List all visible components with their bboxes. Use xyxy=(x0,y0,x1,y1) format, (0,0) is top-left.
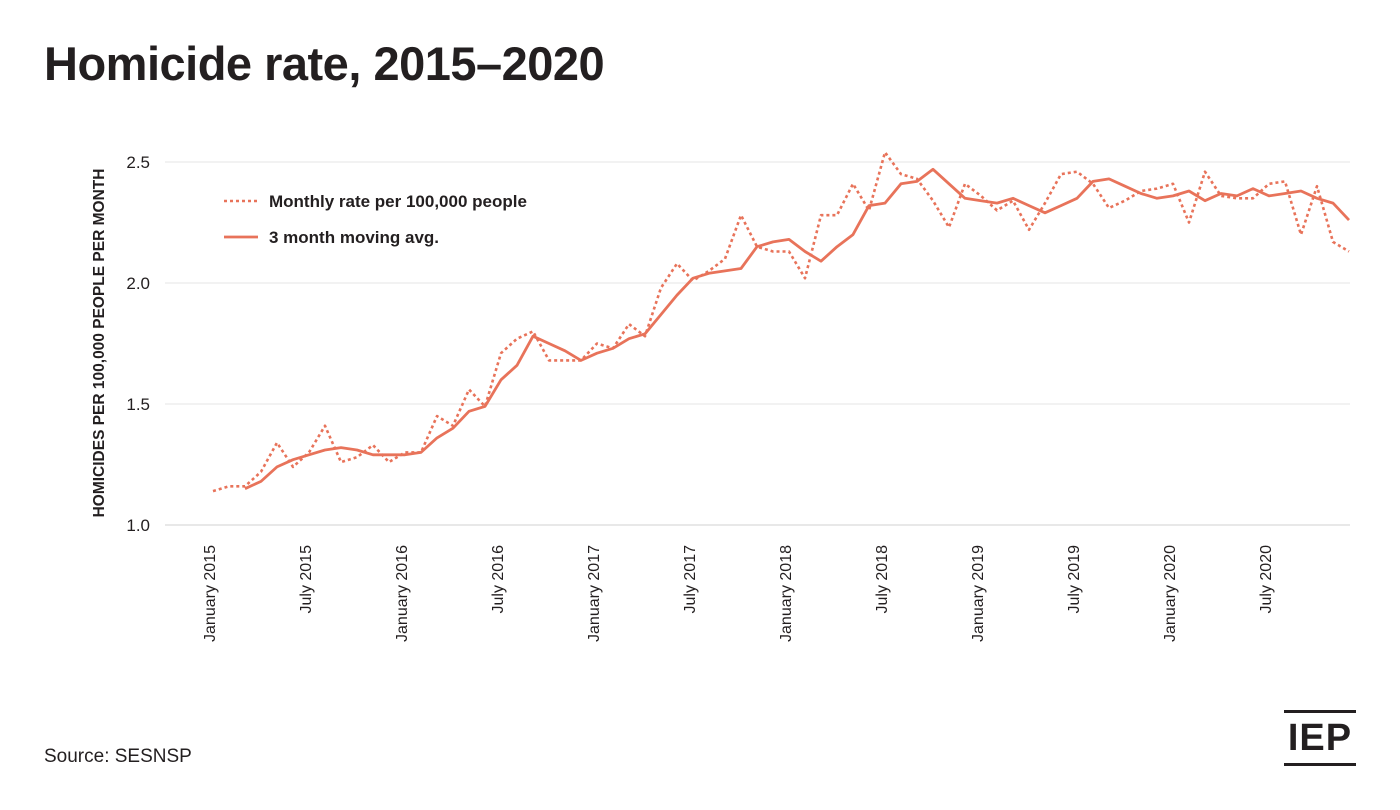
legend-label: 3 month moving avg. xyxy=(269,228,439,247)
logo-text: IEP xyxy=(1287,717,1353,759)
line-chart: 1.01.52.02.5 January 2015 July 2015 Januar… xyxy=(91,151,1351,642)
grid-lines xyxy=(165,161,1350,526)
x-tick-label: January 2020 xyxy=(1162,545,1179,642)
x-tick-label: July 2018 xyxy=(874,545,891,614)
y-tick-label: 1.5 xyxy=(126,395,150,414)
iep-logo: IEP xyxy=(1284,710,1356,766)
y-tick-label: 2.5 xyxy=(126,153,150,172)
x-tick-label: January 2016 xyxy=(394,545,411,642)
legend-label: Monthly rate per 100,000 people xyxy=(269,192,527,211)
x-tick-label: January 2015 xyxy=(202,545,219,642)
logo-top-bar xyxy=(1284,710,1356,713)
x-tick-label: July 2020 xyxy=(1258,545,1275,614)
y-axis-ticks: 1.0 1.5 2.0 2.5 xyxy=(126,153,150,535)
x-tick-label: January 2018 xyxy=(778,545,795,642)
legend: Monthly rate per 100,000 people 3 month m… xyxy=(224,192,527,247)
source-note: Source: SESNSP xyxy=(44,746,192,767)
chart-title: Homicide rate, 2015–2020 xyxy=(44,37,605,90)
series-lines xyxy=(212,151,1351,493)
y-axis-label: HOMICIDES PER 100,000 PEOPLE PER MONTH xyxy=(91,169,108,518)
x-tick-label: July 2017 xyxy=(682,545,699,614)
y-tick-label: 2.0 xyxy=(126,274,150,293)
x-axis-ticks: January 2015 July 2015 January 2016 July 20… xyxy=(202,545,1275,642)
x-tick-label: January 2019 xyxy=(970,545,987,642)
logo-bottom-bar xyxy=(1284,763,1356,766)
x-tick-label: July 2019 xyxy=(1066,545,1083,614)
x-tick-label: July 2015 xyxy=(298,545,315,614)
x-tick-label: January 2017 xyxy=(586,545,603,642)
moving-average-line xyxy=(244,167,1351,490)
x-tick-label: July 2016 xyxy=(490,545,507,614)
y-tick-label: 1.0 xyxy=(126,516,150,535)
